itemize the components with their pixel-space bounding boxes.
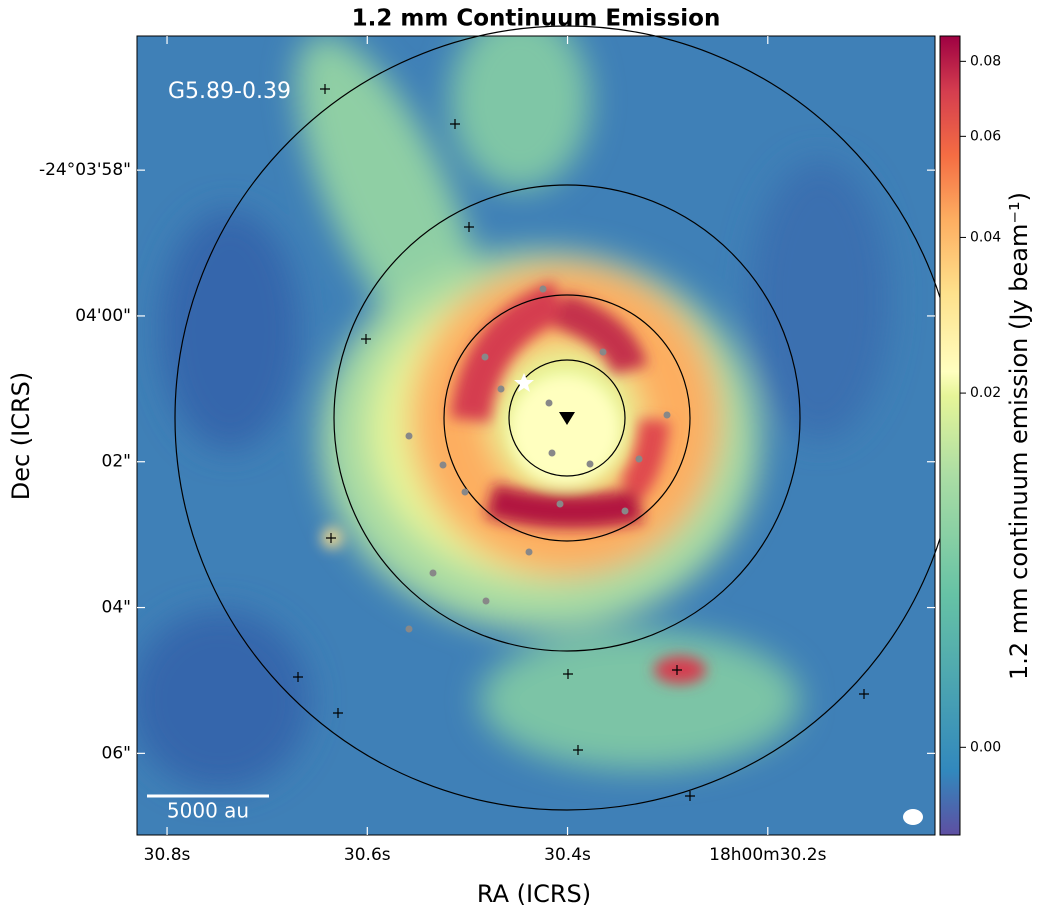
colorbar-tick-label: 0.02 <box>970 385 1001 401</box>
beam <box>903 809 923 825</box>
source-dot <box>636 456 643 463</box>
y-tick-label: 06" <box>102 743 131 763</box>
source-dot <box>526 549 533 556</box>
source-dot <box>622 508 629 515</box>
source-dot <box>440 462 447 469</box>
source-dot <box>430 570 437 577</box>
source-dot <box>540 286 547 293</box>
colorbar-label: 1.2 mm continuum emission (Jy beam⁻¹) <box>1005 192 1033 680</box>
source-dot <box>406 626 413 633</box>
colorbar <box>940 36 960 835</box>
source-dot <box>546 400 553 407</box>
y-tick-label: 02" <box>102 452 131 472</box>
source-dot <box>462 489 469 496</box>
colorbar-tick-label: 0.08 <box>970 53 1001 69</box>
y-tick-label: -24°03'58" <box>39 160 131 180</box>
source-label: G5.89-0.39 <box>168 79 291 104</box>
colorbar-tick-label: 0.06 <box>970 128 1001 144</box>
source-dot <box>587 461 594 468</box>
colorbar-tick-label: 0.00 <box>970 739 1001 755</box>
y-axis-label: Dec (ICRS) <box>7 372 35 501</box>
source-dot <box>483 598 490 605</box>
x-tick-label: 18h00m30.2s <box>709 845 826 865</box>
source-dot <box>498 386 505 393</box>
x-axis-label: RA (ICRS) <box>477 880 591 908</box>
scale-bar-label: 5000 au <box>167 799 249 823</box>
x-tick-label: 30.6s <box>344 845 391 865</box>
source-dot <box>549 450 556 457</box>
figure: 1.2 mm Continuum Emission G5.8 <box>0 0 1037 911</box>
colorbar-tick-label: 0.04 <box>970 229 1001 245</box>
y-tick-label: 04" <box>102 598 131 618</box>
source-dot <box>600 349 607 356</box>
source-dot <box>482 354 489 361</box>
x-tick-label: 30.8s <box>144 845 191 865</box>
x-tick-label: 30.4s <box>544 845 591 865</box>
source-dot <box>557 501 564 508</box>
source-dot <box>664 412 671 419</box>
emission-map <box>130 10 935 835</box>
y-tick-label: 04'00" <box>75 306 131 326</box>
source-dot <box>406 433 413 440</box>
